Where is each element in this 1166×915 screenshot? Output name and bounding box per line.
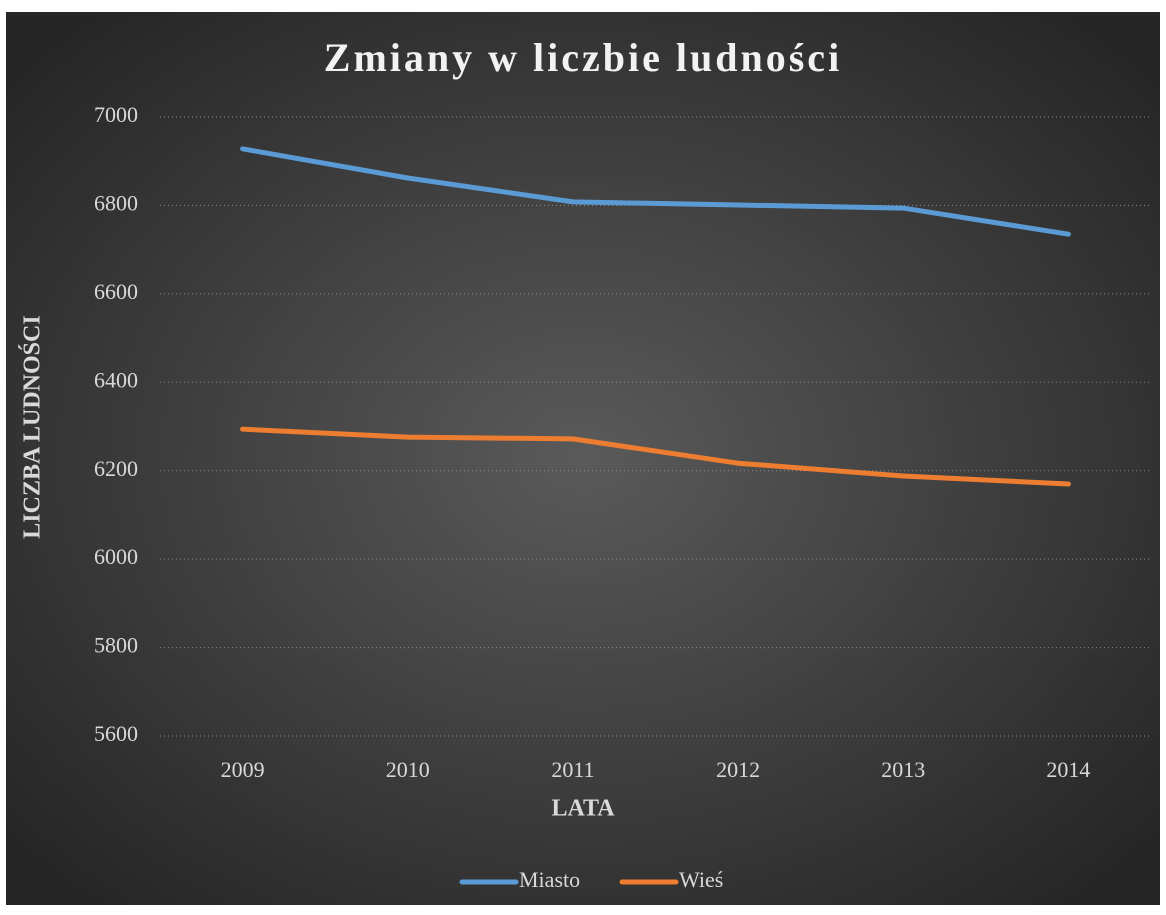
series-line [240,146,1071,237]
x-axis-label: LATA [551,796,615,822]
legend-label: Miasto [519,867,580,892]
y-axis-label: LICZBA LUDNOŚCI [19,315,46,538]
y-tick-label: 6600 [94,279,138,304]
x-tick-label: 2012 [716,757,760,782]
y-tick-label: 5600 [94,721,138,746]
y-tick-label: 6200 [94,456,138,481]
chart-background [6,12,1160,905]
x-tick-label: 2010 [386,757,430,782]
y-tick-label: 6400 [94,367,138,392]
y-tick-label: 7000 [94,102,138,127]
x-tick-label: 2014 [1046,757,1090,782]
y-tick-label: 5800 [94,633,138,658]
legend-label: Wieś [679,867,723,892]
x-tick-label: 2011 [551,757,594,782]
y-tick-label: 6000 [94,544,138,569]
x-tick-label: 2009 [221,757,265,782]
y-tick-label: 6800 [94,190,138,215]
series-line [240,426,1071,487]
chart-title: Zmiany w liczbie ludności [324,35,842,80]
x-tick-label: 2013 [881,757,925,782]
